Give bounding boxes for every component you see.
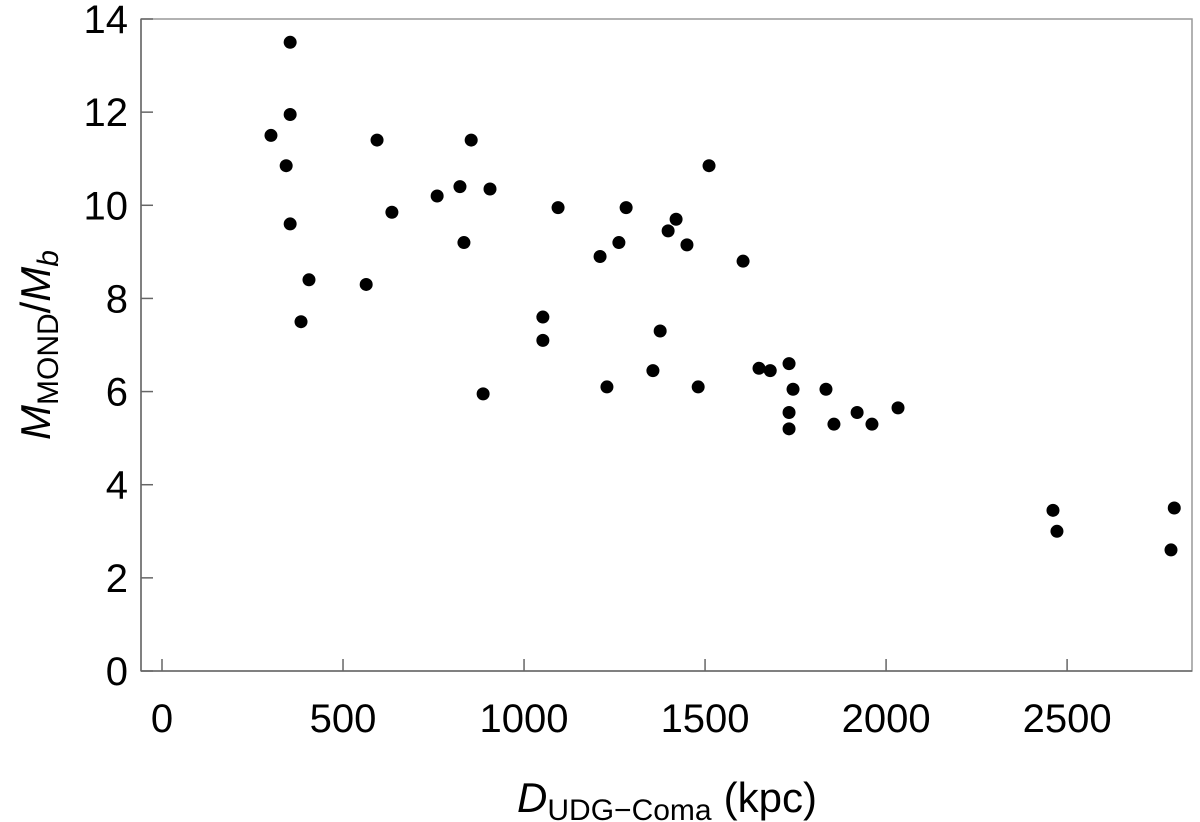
point (782, 357, 796, 371)
y-tick-label: 8 (106, 277, 128, 321)
point (653, 324, 667, 338)
point (283, 35, 297, 49)
point (669, 212, 683, 226)
point (385, 205, 399, 219)
point (302, 273, 316, 287)
point (786, 382, 800, 396)
x-tick-label: 500 (310, 697, 377, 741)
point (457, 236, 471, 250)
y-label-numerator: M (12, 405, 59, 440)
point (370, 133, 384, 147)
point (763, 364, 777, 378)
point (850, 406, 864, 420)
y-label-denominator: M (12, 267, 59, 302)
point (819, 382, 833, 396)
point (736, 254, 750, 268)
x-tick-label: 1500 (661, 697, 750, 741)
y-tick-label: 0 (106, 650, 128, 694)
point (1046, 503, 1060, 517)
y-tick-label: 14 (84, 0, 129, 42)
y-tick-label: 6 (106, 371, 128, 415)
point (865, 417, 879, 431)
point (782, 406, 796, 420)
x-tick-label: 0 (151, 697, 173, 741)
point (359, 277, 373, 291)
point (294, 315, 308, 329)
plot-frame (140, 18, 1193, 672)
point (680, 238, 694, 252)
point (619, 201, 633, 215)
point (612, 236, 626, 250)
point (1164, 543, 1178, 557)
point (691, 380, 705, 394)
point (702, 159, 716, 173)
point (782, 422, 796, 436)
x-axis-label: DUDG−Coma (kpc) (517, 774, 817, 822)
point (891, 401, 905, 415)
point (593, 250, 607, 264)
point (752, 361, 766, 375)
y-tick-label: 10 (84, 184, 129, 228)
point (453, 180, 467, 194)
point (1050, 524, 1064, 538)
point (483, 182, 497, 196)
point (476, 387, 490, 401)
y-tick-label: 12 (84, 91, 129, 135)
x-label-symbol: D (517, 774, 547, 821)
x-label-subscript: UDG−Coma (547, 794, 712, 822)
y-tick-label: 4 (106, 464, 128, 508)
y-label-denominator-subscript: b (32, 250, 65, 267)
y-axis-label: MMOND/Mb (12, 250, 65, 440)
x-tick-label: 1000 (480, 697, 569, 741)
point (661, 224, 675, 238)
point (1167, 501, 1181, 515)
y-tick-label: 2 (106, 557, 128, 601)
point (283, 107, 297, 121)
point (464, 133, 478, 147)
point (551, 201, 565, 215)
point (283, 217, 297, 231)
point (827, 417, 841, 431)
y-label-slash: / (12, 301, 59, 313)
x-tick-label: 2000 (842, 697, 931, 741)
point (536, 333, 550, 347)
point (536, 310, 550, 324)
point (264, 128, 278, 142)
x-label-unit: (kpc) (724, 774, 817, 821)
x-tick-label: 2500 (1023, 697, 1112, 741)
point (646, 364, 660, 378)
point (600, 380, 614, 394)
y-label-numerator-subscript: MOND (32, 313, 65, 405)
point (430, 189, 444, 203)
point (279, 159, 293, 173)
